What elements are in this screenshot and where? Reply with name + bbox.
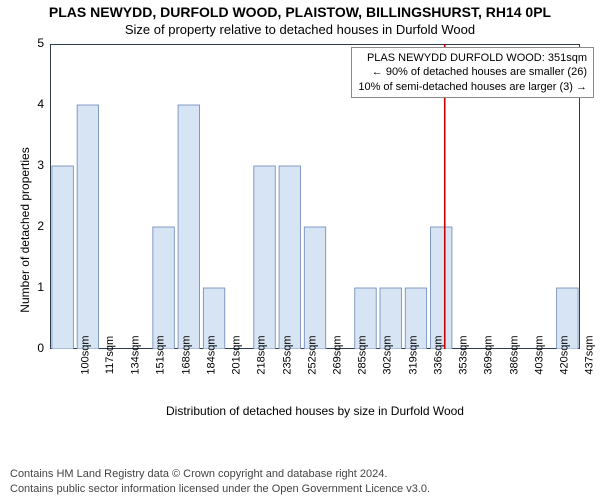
x-tick-label: 437sqm: [584, 335, 600, 374]
y-tick-label: 3: [4, 158, 44, 172]
x-tick-row: 100sqm117sqm134sqm151sqm168sqm184sqm201s…: [50, 349, 580, 404]
y-tick-label: 5: [4, 36, 44, 50]
annotation-line3: 10% of semi-detached houses are larger (…: [358, 80, 587, 94]
annotation-line1: PLAS NEWYDD DURFOLD WOOD: 351sqm: [358, 51, 587, 65]
annotation-box: PLAS NEWYDD DURFOLD WOOD: 351sqm ← 90% o…: [351, 47, 594, 98]
footer: Contains HM Land Registry data © Crown c…: [10, 467, 430, 496]
x-axis-label: Distribution of detached houses by size …: [50, 404, 580, 418]
title-line1: PLAS NEWYDD, DURFOLD WOOD, PLAISTOW, BIL…: [0, 4, 600, 22]
footer-line1: Contains HM Land Registry data © Crown c…: [10, 467, 430, 481]
plot-area: 100sqm117sqm134sqm151sqm168sqm184sqm201s…: [0, 44, 600, 424]
y-tick-label: 0: [4, 341, 44, 355]
y-tick-label: 1: [4, 280, 44, 294]
annotation-line2: ← 90% of detached houses are smaller (26…: [358, 65, 587, 79]
y-tick-label: 2: [4, 219, 44, 233]
y-tick-label: 4: [4, 97, 44, 111]
footer-line2: Contains public sector information licen…: [10, 482, 430, 496]
title-line2: Size of property relative to detached ho…: [0, 22, 600, 38]
